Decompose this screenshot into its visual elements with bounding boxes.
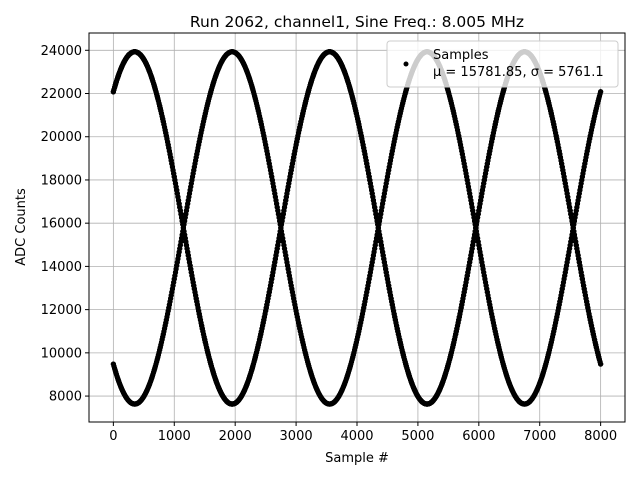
sine-trace-3: [110, 49, 604, 407]
x-axis-label: Sample #: [325, 451, 389, 466]
y-tick-label: 18000: [41, 173, 82, 188]
sample-point: [598, 361, 604, 367]
x-tick-label: 8000: [584, 429, 617, 444]
axis-ticks: 0 1000 2000 3000 4000 5000 6000 7000 8000 8000 100…: [41, 44, 618, 444]
y-tick-label: 12000: [41, 303, 82, 318]
y-tick-label: 8000: [49, 390, 82, 405]
y-tick-label: 24000: [41, 44, 82, 59]
y-tick-label: 14000: [41, 260, 82, 275]
x-tick-label: 4000: [340, 429, 373, 444]
x-tick-label: 0: [109, 429, 117, 444]
y-axis-label: ADC Counts: [14, 188, 29, 266]
x-tick-label: 1000: [158, 429, 191, 444]
sample-point: [598, 89, 604, 95]
legend: Samples μ = 15781.85, σ = 5761.1: [386, 40, 619, 88]
legend-marker: [403, 61, 409, 67]
chart-title: Run 2062, channel1, Sine Freq.: 8.005 MH…: [190, 13, 524, 31]
x-tick-label: 2000: [219, 429, 252, 444]
x-tick-label: 5000: [401, 429, 434, 444]
y-tick-label: 16000: [41, 217, 82, 232]
legend-stats: μ = 15781.85, σ = 5761.1: [433, 65, 604, 80]
y-tick-label: 20000: [41, 130, 82, 145]
x-tick-label: 7000: [523, 429, 556, 444]
legend-series-name: Samples: [433, 48, 489, 63]
x-tick-label: 6000: [462, 429, 495, 444]
legend-box: [386, 40, 619, 88]
y-tick-label: 22000: [41, 87, 82, 102]
y-tick-label: 10000: [41, 346, 82, 361]
x-tick-label: 3000: [280, 429, 313, 444]
